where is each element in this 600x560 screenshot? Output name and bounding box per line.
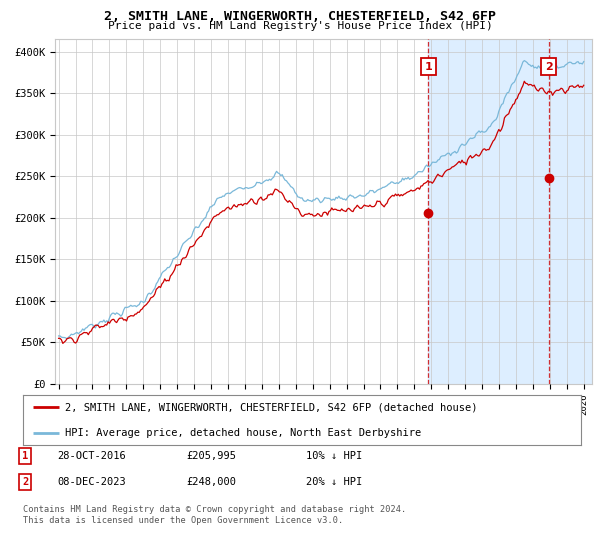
Text: 2, SMITH LANE, WINGERWORTH, CHESTERFIELD, S42 6FP (detached house): 2, SMITH LANE, WINGERWORTH, CHESTERFIELD… <box>65 403 477 412</box>
Text: 28-OCT-2016: 28-OCT-2016 <box>57 451 126 461</box>
Text: HPI: Average price, detached house, North East Derbyshire: HPI: Average price, detached house, Nort… <box>65 428 421 437</box>
Text: Price paid vs. HM Land Registry's House Price Index (HPI): Price paid vs. HM Land Registry's House … <box>107 21 493 31</box>
Text: Contains HM Land Registry data © Crown copyright and database right 2024.
This d: Contains HM Land Registry data © Crown c… <box>23 505 406 525</box>
Text: 2: 2 <box>545 62 553 72</box>
Text: £248,000: £248,000 <box>186 477 236 487</box>
Text: 10% ↓ HPI: 10% ↓ HPI <box>306 451 362 461</box>
Text: 1: 1 <box>425 62 432 72</box>
Text: 20% ↓ HPI: 20% ↓ HPI <box>306 477 362 487</box>
Bar <box>428 39 592 384</box>
Text: 1: 1 <box>22 451 28 461</box>
Text: 2, SMITH LANE, WINGERWORTH, CHESTERFIELD, S42 6FP: 2, SMITH LANE, WINGERWORTH, CHESTERFIELD… <box>104 10 496 23</box>
Text: 08-DEC-2023: 08-DEC-2023 <box>57 477 126 487</box>
Text: £205,995: £205,995 <box>186 451 236 461</box>
Text: 2: 2 <box>22 477 28 487</box>
